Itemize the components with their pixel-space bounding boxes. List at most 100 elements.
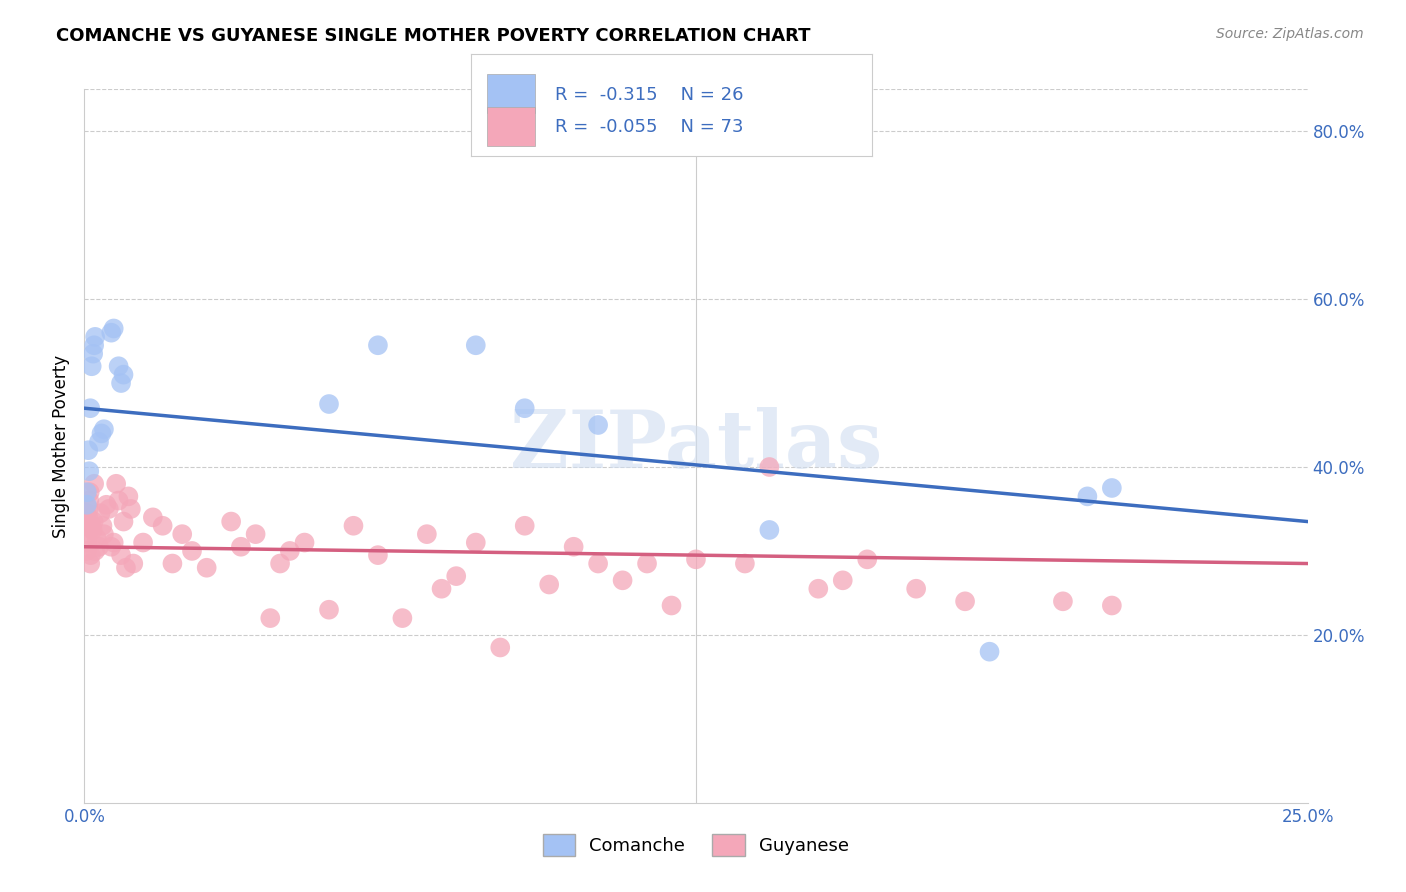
Legend: Comanche, Guyanese: Comanche, Guyanese: [533, 825, 859, 865]
Point: [219, 515, 242, 529]
Point: [76, 544, 98, 558]
Point: [90, 426, 112, 441]
Text: R =  -0.055    N = 73: R = -0.055 N = 73: [555, 119, 744, 136]
Point: [76, 498, 98, 512]
Point: [489, 640, 512, 655]
Point: [172, 527, 194, 541]
Point: [110, 548, 132, 562]
Y-axis label: Single Mother Poverty: Single Mother Poverty: [52, 354, 70, 538]
Point: [100, 540, 122, 554]
Point: [831, 574, 853, 588]
Point: [77, 493, 100, 508]
Point: [1076, 489, 1098, 503]
Point: [391, 611, 413, 625]
Point: [100, 326, 122, 340]
Point: [105, 476, 128, 491]
Point: [269, 557, 291, 571]
Point: [82, 523, 104, 537]
Point: [416, 527, 439, 541]
Point: [91, 518, 114, 533]
Point: [77, 502, 100, 516]
Point: [586, 557, 609, 571]
Point: [367, 338, 389, 352]
Text: R =  -0.315    N = 26: R = -0.315 N = 26: [555, 86, 744, 103]
Point: [294, 535, 316, 549]
Point: [758, 523, 780, 537]
Point: [110, 376, 132, 390]
Point: [905, 582, 928, 596]
Point: [367, 548, 389, 562]
Point: [122, 557, 145, 571]
Point: [117, 489, 139, 503]
Point: [734, 557, 756, 571]
Point: [152, 518, 174, 533]
Point: [79, 485, 101, 500]
Point: [75, 506, 97, 520]
Point: [132, 535, 155, 549]
Point: [661, 599, 683, 613]
Point: [685, 552, 707, 566]
Point: [83, 515, 105, 529]
Point: [112, 515, 135, 529]
Point: [93, 527, 115, 541]
Point: [856, 552, 879, 566]
Point: [229, 540, 252, 554]
Point: [586, 417, 609, 432]
Point: [80, 359, 103, 374]
FancyBboxPatch shape: [486, 74, 536, 113]
Point: [87, 434, 110, 449]
Point: [97, 502, 120, 516]
Text: Source: ZipAtlas.com: Source: ZipAtlas.com: [1216, 27, 1364, 41]
Point: [259, 611, 281, 625]
Point: [86, 532, 108, 546]
Point: [807, 582, 830, 596]
Point: [142, 510, 165, 524]
Point: [464, 338, 486, 352]
Point: [636, 557, 658, 571]
Point: [83, 338, 105, 352]
Point: [430, 582, 453, 596]
Point: [93, 422, 115, 436]
Point: [77, 443, 100, 458]
Point: [1052, 594, 1074, 608]
Point: [76, 485, 98, 500]
Point: [76, 527, 98, 541]
Point: [103, 535, 125, 549]
Point: [83, 476, 105, 491]
Point: [77, 510, 100, 524]
Point: [107, 493, 129, 508]
Point: [89, 506, 111, 520]
Point: [278, 544, 301, 558]
Point: [80, 548, 103, 562]
Point: [87, 540, 110, 554]
Point: [245, 527, 267, 541]
Point: [758, 460, 780, 475]
Point: [1101, 481, 1123, 495]
Point: [79, 557, 101, 571]
Point: [181, 544, 204, 558]
Text: COMANCHE VS GUYANESE SINGLE MOTHER POVERTY CORRELATION CHART: COMANCHE VS GUYANESE SINGLE MOTHER POVER…: [56, 27, 811, 45]
Point: [84, 330, 107, 344]
Point: [953, 594, 976, 608]
Point: [79, 401, 101, 416]
Point: [115, 560, 138, 574]
Point: [612, 574, 634, 588]
Point: [979, 645, 1001, 659]
Point: [318, 397, 340, 411]
Point: [195, 560, 218, 574]
Point: [513, 518, 536, 533]
Point: [77, 464, 100, 478]
Point: [82, 346, 104, 360]
Point: [84, 544, 107, 558]
Point: [120, 502, 142, 516]
Point: [562, 540, 585, 554]
Point: [513, 401, 536, 416]
Point: [1101, 599, 1123, 613]
Point: [444, 569, 467, 583]
Point: [103, 321, 125, 335]
Point: [80, 518, 103, 533]
Text: ZIPatlas: ZIPatlas: [510, 407, 882, 485]
Point: [75, 518, 97, 533]
Point: [107, 359, 129, 374]
FancyBboxPatch shape: [486, 107, 536, 145]
